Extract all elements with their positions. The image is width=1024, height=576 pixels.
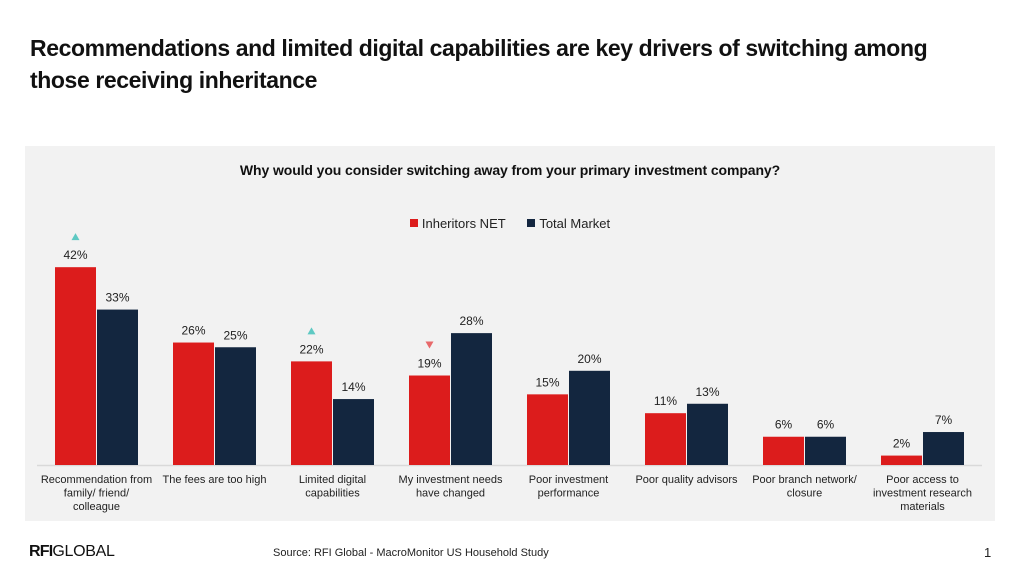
category-label-line: materials: [900, 501, 945, 513]
significance-down-icon: [425, 341, 434, 349]
category-label-line: capabilities: [305, 488, 360, 500]
category-label-line: colleague: [73, 501, 120, 513]
source-note: Source: RFI Global - MacroMonitor US Hou…: [273, 547, 549, 559]
data-label-inheritors-7: 2%: [893, 437, 911, 451]
category-label-line: Poor branch network/: [752, 474, 857, 486]
chart-legend: Inheritors NET Total Market: [25, 216, 995, 231]
bar-inheritors-0: [55, 267, 96, 465]
bar-inheritors-7: [881, 455, 922, 465]
data-label-total-market-5: 13%: [695, 385, 719, 399]
data-label-total-market-4: 20%: [577, 352, 601, 366]
category-label-line: Recommendation from: [41, 474, 152, 486]
category-label-line: have changed: [416, 488, 485, 500]
legend-item-total-market: Total Market: [527, 216, 610, 231]
category-label-line: Poor investment: [529, 474, 608, 486]
bar-inheritors-1: [173, 342, 214, 465]
legend-label-total-market: Total Market: [539, 216, 611, 231]
category-label-line: family/ friend/: [64, 488, 130, 500]
category-label-2: Limited digital capabilities: [299, 474, 366, 500]
slide-title: Recommendations and limited digital capa…: [30, 35, 928, 93]
bar-inheritors-5: [645, 413, 686, 465]
logo-light-text: GLOBAL: [52, 543, 115, 560]
bar-inheritors-4: [527, 394, 568, 465]
category-label-line: The fees are too high: [163, 474, 267, 486]
data-label-total-market-6: 6%: [817, 418, 835, 432]
category-label-line: Poor quality advisors: [635, 474, 738, 486]
legend-item-inheritors: Inheritors NET: [409, 216, 506, 231]
data-label-inheritors-1: 26%: [181, 324, 205, 338]
category-label-7: Poor access to investment research materia…: [873, 474, 972, 513]
bar-total-market-7: [923, 432, 964, 465]
data-label-total-market-0: 33%: [105, 291, 129, 305]
bar-inheritors-2: [291, 361, 332, 465]
legend-swatch-total-market: [527, 219, 536, 227]
legend-label-inheritors: Inheritors NET: [421, 216, 506, 231]
data-label-inheritors-6: 6%: [775, 418, 793, 432]
data-label-total-market-2: 14%: [341, 380, 365, 394]
bar-inheritors-3: [409, 375, 450, 465]
category-label-3: My investment needs have changed: [399, 474, 503, 500]
category-label-line: investment research: [873, 488, 972, 500]
bar-total-market-5: [687, 403, 728, 465]
category-label-6: Poor branch network/closure: [752, 474, 857, 500]
data-label-inheritors-2: 22%: [299, 342, 323, 356]
bar-total-market-6: [805, 436, 846, 465]
bar-total-market-3: [451, 333, 492, 465]
category-label-line: performance: [538, 488, 600, 500]
data-label-inheritors-4: 15%: [535, 375, 559, 389]
bar-inheritors-6: [763, 436, 804, 465]
legend-swatch-inheritors: [409, 219, 418, 227]
significance-up-icon: [307, 327, 316, 335]
category-label-1: The fees are too high: [163, 474, 267, 486]
category-label-0: Recommendation from family/ friend/collea…: [41, 474, 152, 513]
significance-up-icon: [71, 233, 80, 241]
category-label-5: Poor quality advisors: [635, 474, 738, 486]
category-label-line: Limited digital: [299, 474, 366, 486]
category-label-4: Poor investment performance: [529, 474, 608, 500]
chart-title: Why would you consider switching away fr…: [239, 162, 781, 178]
bar-total-market-4: [569, 370, 610, 465]
bar-total-market-1: [215, 347, 256, 465]
bar-chart: 42% 33% Recommendation from family/ friend/…: [37, 233, 982, 513]
category-label-line: Poor access to: [886, 474, 959, 486]
data-label-total-market-1: 25%: [223, 328, 247, 342]
data-label-total-market-3: 28%: [459, 314, 483, 328]
data-label-inheritors-0: 42%: [63, 248, 87, 262]
category-label-line: closure: [787, 488, 822, 500]
data-label-total-market-7: 7%: [935, 413, 953, 427]
page-number: 1: [984, 545, 992, 560]
data-label-inheritors-5: 11%: [654, 394, 677, 408]
bar-total-market-0: [97, 309, 138, 465]
logo-bold-text: RFI: [29, 543, 53, 560]
data-label-inheritors-3: 19%: [417, 357, 441, 371]
chart-panel: 42% 33% Recommendation from family/ friend/…: [25, 146, 995, 521]
category-label-line: My investment needs: [399, 474, 503, 486]
rfi-global-logo: RFIGLOBAL: [29, 543, 115, 561]
bar-total-market-2: [333, 399, 374, 465]
